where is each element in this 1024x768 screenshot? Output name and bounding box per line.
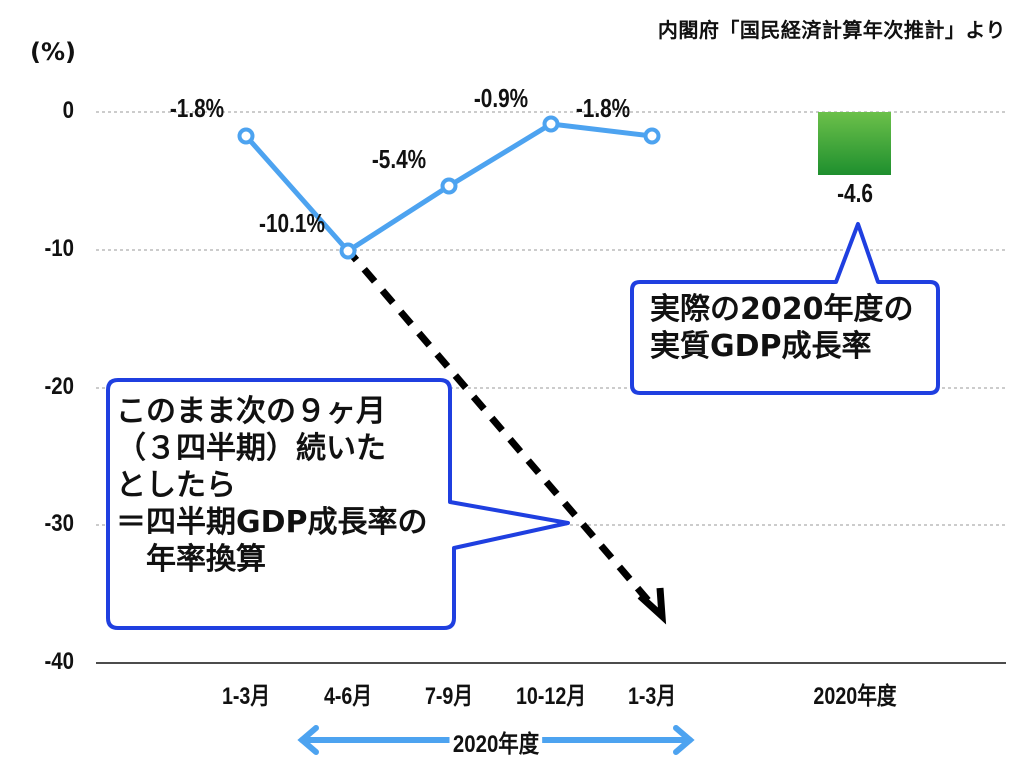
y-tick-m20: -20 bbox=[44, 373, 74, 400]
data-label-q4: -0.9% bbox=[473, 83, 529, 113]
x-tick-q2: 4-6月 bbox=[323, 683, 373, 710]
source-note: 内閣府「国民経済計算年次推計」より bbox=[657, 18, 1006, 42]
projection-arrow bbox=[343, 245, 667, 625]
callout-annualized-line-5: 年率換算 bbox=[116, 542, 266, 577]
callout-annualized-text: このまま次の９ヶ月 （３四半期）続いた としたら ＝四半期GDP成長率の 年率換… bbox=[116, 393, 428, 578]
callout-actual-text: 実際の2020年度の 実質GDP成長率 bbox=[650, 291, 914, 365]
callout-actual-line-2: 実質GDP成長率 bbox=[650, 329, 872, 364]
callout-actual-line-1: 実際の2020年度の bbox=[650, 292, 914, 327]
data-label-q1: -1.8% bbox=[575, 93, 631, 123]
y-axis-unit: (%) bbox=[30, 38, 76, 66]
x-tick-q4: 10-12月 bbox=[515, 683, 587, 710]
fiscal-year-bar bbox=[818, 112, 891, 175]
callout-annualized-line-3: としたら bbox=[116, 468, 236, 503]
callout-annualized-shape bbox=[106, 378, 570, 630]
x-tick-q1: 1-3月 bbox=[627, 683, 677, 710]
callout-actual-shape bbox=[630, 222, 940, 395]
y-tick-0: 0 bbox=[62, 97, 74, 124]
bar-value-label: -4.6 bbox=[837, 178, 873, 208]
x-tick-q3: 7-9月 bbox=[424, 683, 474, 710]
callout-annualized-line-1: このまま次の９ヶ月 bbox=[116, 394, 386, 429]
callout-annualized-line-4: ＝四半期GDP成長率の bbox=[116, 505, 428, 540]
y-tick-m40: -40 bbox=[44, 648, 74, 675]
data-label-q1-prev: -1.8% bbox=[169, 93, 225, 123]
data-label-q2: -10.1% bbox=[259, 208, 325, 238]
data-label-q3: -5.4% bbox=[371, 144, 427, 174]
y-tick-m10: -10 bbox=[44, 235, 74, 262]
callout-annualized-line-2: （３四半期）続いた bbox=[116, 431, 386, 466]
gdp-markers bbox=[237, 115, 661, 260]
x-tick-fiscal-year: 2020年度 bbox=[813, 683, 897, 710]
x-tick-q1-prev: 1-3月 bbox=[221, 683, 271, 710]
period-bracket-label: 2020年度 bbox=[449, 724, 543, 759]
y-tick-m30: -30 bbox=[44, 510, 74, 537]
